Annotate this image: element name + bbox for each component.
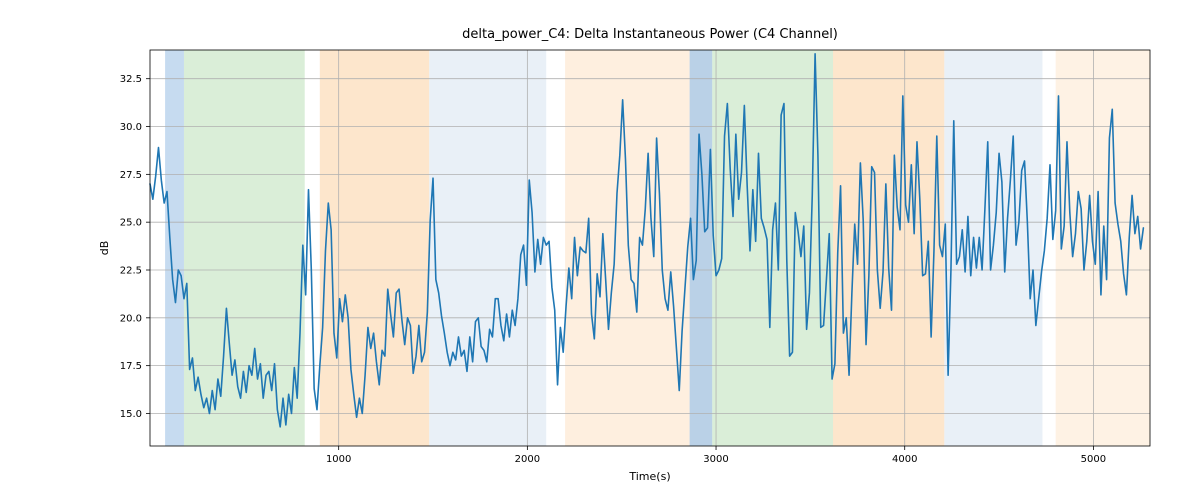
x-tick-label: 2000 [515,454,540,465]
background-regions [165,50,1150,446]
region-band [165,50,184,446]
y-tick-label: 15.0 [120,409,142,420]
x-ticks: 1000 2000 3000 4000 5000 [326,446,1106,465]
x-tick-label: 1000 [326,454,351,465]
x-tick-label: 5000 [1081,454,1106,465]
region-band [565,50,690,446]
x-tick-label: 3000 [703,454,728,465]
x-tick-label: 4000 [892,454,917,465]
chart-root: 1000 2000 3000 4000 5000 15.0 17.5 20.0 22.5 25.… [0,0,1200,500]
y-tick-label: 20.0 [120,313,142,324]
y-tick-label: 25.0 [120,218,142,229]
y-tick-label: 22.5 [120,266,142,277]
y-tick-label: 17.5 [120,361,142,372]
chart-title: delta_power_C4: Delta Instantaneous Powe… [462,27,838,42]
y-tick-label: 27.5 [120,170,142,181]
region-band [429,50,546,446]
region-band [184,50,305,446]
region-band [690,50,713,446]
region-band [320,50,429,446]
y-ticks: 15.0 17.5 20.0 22.5 25.0 27.5 30.0 32.5 [120,74,150,420]
y-tick-label: 30.0 [120,122,142,133]
x-axis-label: Time(s) [628,470,670,483]
y-tick-label: 32.5 [120,74,142,85]
y-axis-label: dB [98,241,111,256]
chart-svg: 1000 2000 3000 4000 5000 15.0 17.5 20.0 22.5 25.… [0,0,1200,500]
